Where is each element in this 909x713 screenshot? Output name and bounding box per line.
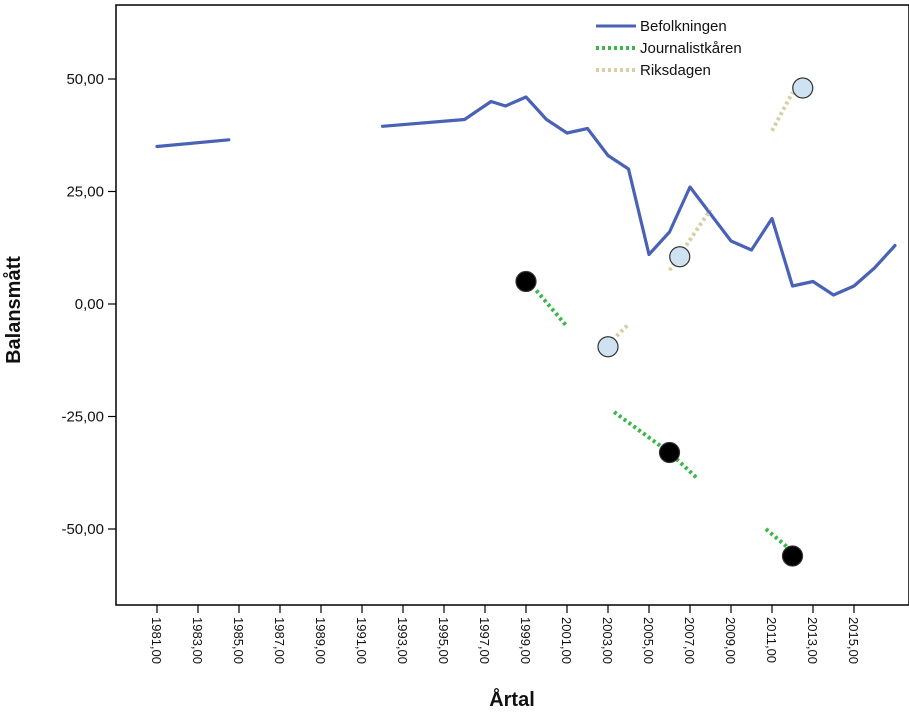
x-tick-label: 1995,00	[436, 617, 451, 664]
legend-label: Riksdagen	[640, 62, 711, 79]
series-line-befolkningen	[155, 138, 231, 149]
x-axis-title: Årtal	[489, 687, 535, 711]
data-point-journalistkåren	[658, 441, 681, 464]
data-point-journalistkåren	[781, 545, 804, 567]
x-tick-label: 1997,00	[477, 617, 492, 664]
x-tick-label: 2011,00	[764, 617, 779, 663]
x-tick-label: 1981,00	[149, 617, 164, 664]
x-tick-label: 1993,00	[395, 617, 410, 664]
x-tick-label: 1983,00	[190, 617, 205, 664]
x-tick-label: 2013,00	[805, 617, 820, 664]
x-tick-label: 2005,00	[641, 617, 656, 664]
y-tick-label: 50,00	[66, 71, 104, 88]
x-tick-label: 1987,00	[272, 617, 287, 664]
y-tick-label: -25,00	[61, 409, 104, 426]
legend: Befolkningen Journalistkåren Riksdagen	[596, 18, 742, 79]
y-tick-label: 0,00	[75, 296, 104, 313]
legend-label: Journalistkåren	[640, 40, 742, 57]
series-line-riksdagen	[606, 322, 630, 346]
x-tick-label: 2007,00	[682, 617, 697, 664]
y-axis-ticks: 50,00 25,00 0,00 -25,00 -50,00	[61, 71, 116, 538]
x-tick-label: 1989,00	[313, 617, 328, 664]
x-tick-label: 1991,00	[354, 617, 369, 664]
series-line-riksdagen	[770, 91, 795, 132]
x-axis-ticks: 1981,00 1983,00 1985,00 1987,00 1989,00 1991,…	[149, 605, 861, 664]
data-point-riksdagen	[792, 77, 814, 99]
x-tick-label: 1999,00	[518, 617, 533, 664]
x-tick-label: 2001,00	[559, 617, 574, 664]
points-layer	[515, 77, 814, 567]
y-tick-label: 25,00	[66, 184, 104, 201]
x-tick-label: 2003,00	[600, 617, 615, 664]
legend-label: Befolkningen	[640, 18, 727, 35]
data-point-journalistkåren	[515, 270, 537, 293]
series-line-journalistkåren	[534, 289, 569, 328]
x-tick-label: 2009,00	[723, 617, 738, 664]
x-tick-label: 2015,00	[846, 617, 861, 664]
data-point-riksdagen	[669, 246, 691, 268]
y-tick-label: -50,00	[61, 521, 104, 538]
x-tick-label: 1985,00	[231, 617, 246, 664]
series-line-befolkningen	[380, 95, 897, 297]
plot-frame	[115, 4, 909, 606]
data-point-riksdagen	[597, 336, 619, 358]
y-axis-title: Balansmått	[2, 256, 25, 364]
